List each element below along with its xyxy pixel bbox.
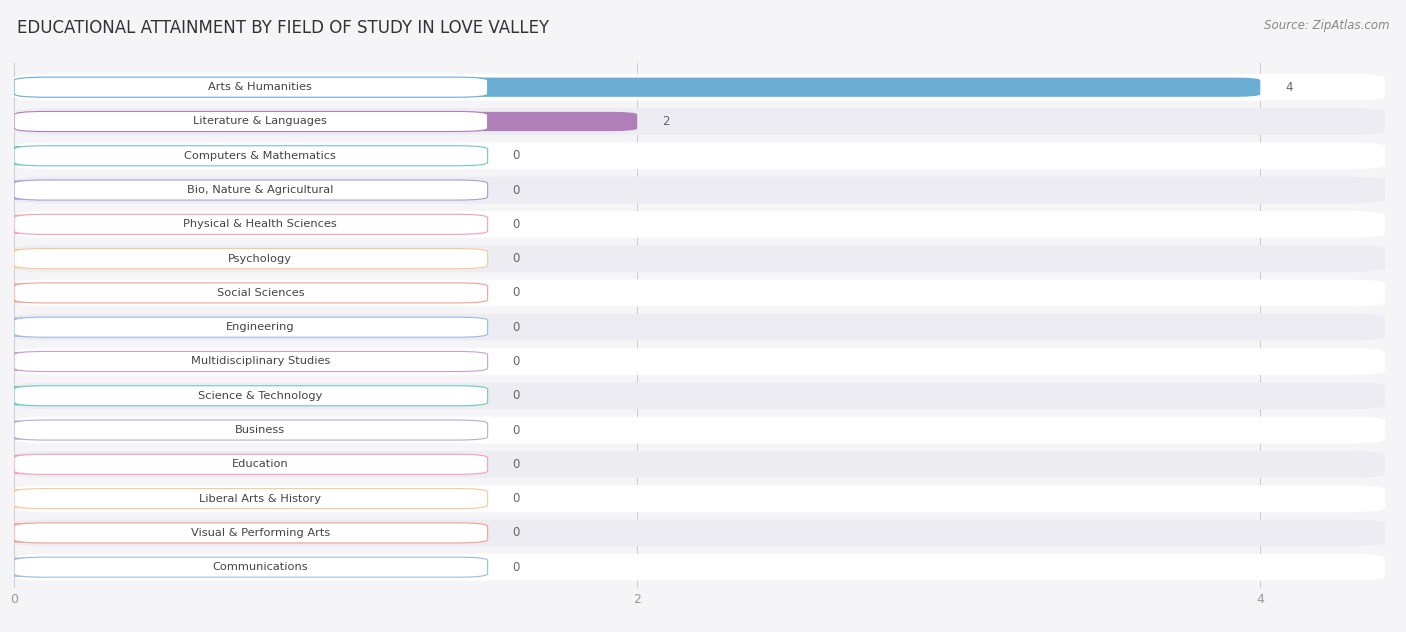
Text: Literature & Languages: Literature & Languages bbox=[194, 116, 328, 126]
FancyBboxPatch shape bbox=[0, 317, 39, 337]
FancyBboxPatch shape bbox=[0, 454, 39, 474]
FancyBboxPatch shape bbox=[0, 249, 39, 268]
FancyBboxPatch shape bbox=[14, 283, 488, 303]
FancyBboxPatch shape bbox=[14, 520, 1385, 546]
FancyBboxPatch shape bbox=[14, 351, 488, 372]
FancyBboxPatch shape bbox=[0, 283, 39, 303]
FancyBboxPatch shape bbox=[14, 489, 488, 509]
FancyBboxPatch shape bbox=[14, 74, 1385, 100]
FancyBboxPatch shape bbox=[14, 78, 1260, 97]
FancyBboxPatch shape bbox=[0, 420, 39, 440]
Text: 0: 0 bbox=[513, 149, 520, 162]
Text: Business: Business bbox=[235, 425, 285, 435]
Text: Computers & Mathematics: Computers & Mathematics bbox=[184, 151, 336, 161]
Text: Physical & Health Sciences: Physical & Health Sciences bbox=[183, 219, 337, 229]
FancyBboxPatch shape bbox=[14, 554, 1385, 581]
FancyBboxPatch shape bbox=[14, 386, 488, 406]
Text: Visual & Performing Arts: Visual & Performing Arts bbox=[191, 528, 330, 538]
FancyBboxPatch shape bbox=[14, 314, 1385, 341]
Text: Psychology: Psychology bbox=[228, 253, 292, 264]
Text: 0: 0 bbox=[513, 389, 520, 402]
Text: 0: 0 bbox=[513, 492, 520, 505]
FancyBboxPatch shape bbox=[14, 180, 488, 200]
FancyBboxPatch shape bbox=[0, 557, 39, 577]
Text: 0: 0 bbox=[513, 218, 520, 231]
Text: 0: 0 bbox=[513, 183, 520, 197]
Text: Science & Technology: Science & Technology bbox=[198, 391, 322, 401]
FancyBboxPatch shape bbox=[14, 112, 637, 131]
Text: 4: 4 bbox=[1285, 81, 1292, 94]
FancyBboxPatch shape bbox=[14, 454, 488, 475]
FancyBboxPatch shape bbox=[14, 557, 488, 577]
Text: 0: 0 bbox=[513, 320, 520, 334]
Text: Engineering: Engineering bbox=[226, 322, 295, 332]
FancyBboxPatch shape bbox=[14, 420, 488, 440]
Text: 0: 0 bbox=[513, 286, 520, 300]
Text: Social Sciences: Social Sciences bbox=[217, 288, 304, 298]
Text: Communications: Communications bbox=[212, 562, 308, 572]
FancyBboxPatch shape bbox=[14, 485, 1385, 512]
Text: 0: 0 bbox=[513, 252, 520, 265]
FancyBboxPatch shape bbox=[0, 386, 39, 405]
FancyBboxPatch shape bbox=[0, 146, 39, 166]
FancyBboxPatch shape bbox=[14, 177, 1385, 204]
Text: 0: 0 bbox=[513, 561, 520, 574]
FancyBboxPatch shape bbox=[14, 77, 488, 97]
FancyBboxPatch shape bbox=[14, 211, 1385, 238]
FancyBboxPatch shape bbox=[14, 348, 1385, 375]
Text: 0: 0 bbox=[513, 458, 520, 471]
FancyBboxPatch shape bbox=[14, 248, 488, 269]
FancyBboxPatch shape bbox=[14, 382, 1385, 409]
Text: Liberal Arts & History: Liberal Arts & History bbox=[200, 494, 322, 504]
FancyBboxPatch shape bbox=[14, 214, 488, 234]
Text: EDUCATIONAL ATTAINMENT BY FIELD OF STUDY IN LOVE VALLEY: EDUCATIONAL ATTAINMENT BY FIELD OF STUDY… bbox=[17, 19, 548, 37]
Text: Multidisciplinary Studies: Multidisciplinary Studies bbox=[191, 356, 330, 367]
FancyBboxPatch shape bbox=[14, 317, 488, 337]
Text: Arts & Humanities: Arts & Humanities bbox=[208, 82, 312, 92]
Text: 0: 0 bbox=[513, 355, 520, 368]
FancyBboxPatch shape bbox=[14, 279, 1385, 307]
FancyBboxPatch shape bbox=[14, 142, 1385, 169]
Text: 0: 0 bbox=[513, 526, 520, 539]
FancyBboxPatch shape bbox=[0, 180, 39, 200]
Text: Source: ZipAtlas.com: Source: ZipAtlas.com bbox=[1264, 19, 1389, 32]
FancyBboxPatch shape bbox=[0, 215, 39, 234]
FancyBboxPatch shape bbox=[14, 416, 1385, 444]
FancyBboxPatch shape bbox=[14, 108, 1385, 135]
FancyBboxPatch shape bbox=[0, 523, 39, 542]
FancyBboxPatch shape bbox=[0, 489, 39, 508]
FancyBboxPatch shape bbox=[0, 352, 39, 371]
FancyBboxPatch shape bbox=[14, 451, 1385, 478]
Text: 2: 2 bbox=[662, 115, 669, 128]
Text: Bio, Nature & Agricultural: Bio, Nature & Agricultural bbox=[187, 185, 333, 195]
FancyBboxPatch shape bbox=[14, 245, 1385, 272]
Text: 0: 0 bbox=[513, 423, 520, 437]
FancyBboxPatch shape bbox=[14, 111, 488, 131]
Text: Education: Education bbox=[232, 459, 288, 470]
FancyBboxPatch shape bbox=[14, 523, 488, 543]
FancyBboxPatch shape bbox=[14, 146, 488, 166]
